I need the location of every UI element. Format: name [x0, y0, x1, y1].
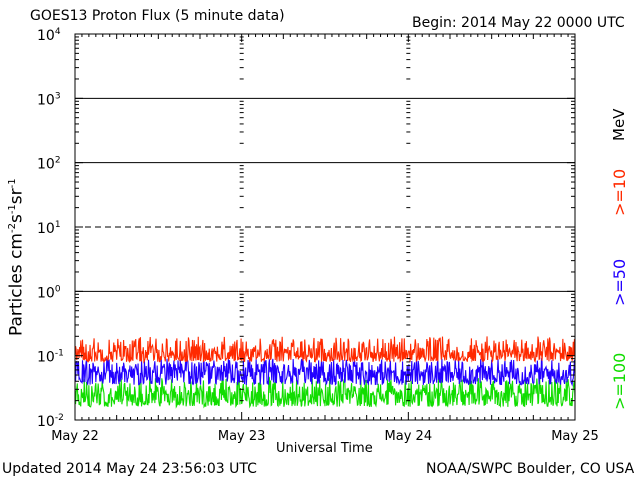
y-tick-exp: -1	[55, 349, 64, 359]
y-tick-base: 10	[37, 157, 55, 173]
plot-frame	[74, 33, 576, 421]
y-tick-base: 10	[37, 28, 55, 44]
x-tick-label: May 24	[385, 429, 433, 444]
y-tick-label: 10-2	[37, 413, 64, 430]
legend-unit: MeV	[610, 108, 628, 141]
y-axis-label-exp-1: -2	[7, 223, 18, 234]
y-tick-label: 101	[37, 220, 61, 237]
y-axis-label-base: Particles cm	[6, 233, 27, 336]
y-axis-label: Particles cm-2s-1sr-1	[6, 178, 27, 336]
y-axis-label-exp-2: -1	[7, 204, 18, 215]
y-tick-exp: 4	[55, 27, 61, 37]
x-tick-label: May 25	[551, 429, 599, 444]
y-tick-base: 10	[37, 285, 55, 301]
x-tick-label: May 22	[51, 429, 99, 444]
y-tick-label: 104	[37, 27, 61, 44]
y-tick-label: 100	[37, 284, 61, 301]
legend-ge10: >=10	[610, 168, 629, 216]
x-axis-label: Universal Time	[276, 441, 373, 456]
reference-lines	[75, 97, 575, 292]
series-line-2	[74, 376, 576, 409]
x-tick-labels: May 22 May 23 May 24 May 25	[51, 429, 599, 444]
y-tick-base: 10	[37, 414, 55, 430]
updated-timestamp: Updated 2014 May 24 23:56:03 UTC	[2, 461, 257, 477]
y-tick-base: 10	[37, 221, 55, 237]
y-axis-label-exp-3: -1	[7, 178, 18, 189]
y-axis-label-sr: sr	[6, 188, 27, 205]
y-tick-exp: 3	[55, 91, 61, 101]
begin-time: Begin: 2014 May 22 0000 UTC	[412, 15, 625, 31]
y-tick-label: 103	[37, 91, 61, 108]
y-tick-exp: 2	[55, 156, 61, 166]
y-tick-exp: -2	[55, 413, 64, 423]
data-series	[74, 336, 576, 409]
y-tick-base: 10	[37, 350, 55, 366]
series-line-0	[74, 336, 576, 364]
y-tick-label: 10-1	[37, 349, 64, 366]
y-tick-label: 102	[37, 156, 61, 173]
x-tick-label: May 23	[218, 429, 266, 444]
credit-text: NOAA/SWPC Boulder, CO USA	[426, 461, 635, 477]
legend-ge100: >=100	[610, 352, 629, 410]
y-axis-label-s: s	[6, 214, 27, 224]
chart-title: GOES13 Proton Flux (5 minute data)	[30, 8, 285, 24]
y-tick-base: 10	[37, 92, 55, 108]
y-tick-exp: 0	[55, 284, 61, 294]
legend-ge50: >=50	[610, 258, 629, 306]
y-tick-exp: 1	[55, 220, 61, 230]
